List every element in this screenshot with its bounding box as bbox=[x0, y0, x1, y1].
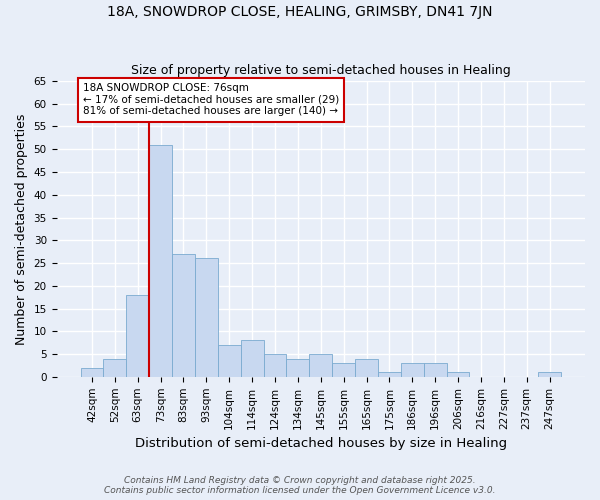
Bar bbox=[378, 372, 401, 377]
Bar bbox=[401, 363, 424, 377]
Bar bbox=[424, 363, 446, 377]
Bar bbox=[446, 372, 469, 377]
Text: 18A, SNOWDROP CLOSE, HEALING, GRIMSBY, DN41 7JN: 18A, SNOWDROP CLOSE, HEALING, GRIMSBY, D… bbox=[107, 5, 493, 19]
Bar bbox=[149, 144, 172, 377]
Bar bbox=[172, 254, 195, 377]
Bar bbox=[286, 358, 310, 377]
Bar bbox=[241, 340, 263, 377]
Bar bbox=[218, 345, 241, 377]
Title: Size of property relative to semi-detached houses in Healing: Size of property relative to semi-detach… bbox=[131, 64, 511, 77]
Text: 18A SNOWDROP CLOSE: 76sqm
← 17% of semi-detached houses are smaller (29)
81% of : 18A SNOWDROP CLOSE: 76sqm ← 17% of semi-… bbox=[83, 83, 339, 116]
Bar bbox=[310, 354, 332, 377]
Bar bbox=[332, 363, 355, 377]
Text: Contains HM Land Registry data © Crown copyright and database right 2025.
Contai: Contains HM Land Registry data © Crown c… bbox=[104, 476, 496, 495]
X-axis label: Distribution of semi-detached houses by size in Healing: Distribution of semi-detached houses by … bbox=[135, 437, 507, 450]
Bar bbox=[263, 354, 286, 377]
Bar bbox=[355, 358, 378, 377]
Bar bbox=[80, 368, 103, 377]
Bar bbox=[127, 295, 149, 377]
Bar bbox=[103, 358, 127, 377]
Bar bbox=[195, 258, 218, 377]
Bar bbox=[538, 372, 561, 377]
Y-axis label: Number of semi-detached properties: Number of semi-detached properties bbox=[15, 113, 28, 344]
